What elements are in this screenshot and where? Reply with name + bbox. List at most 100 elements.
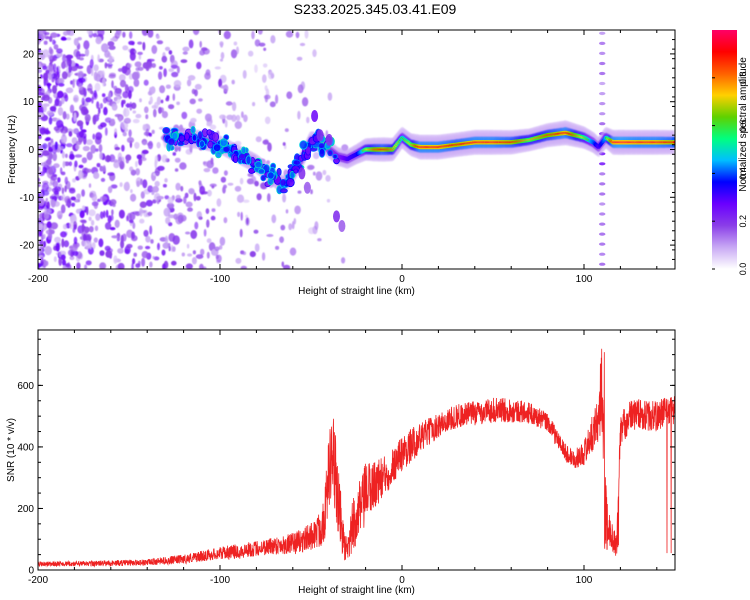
noise-speckle [93,90,97,98]
noise-speckle [153,256,160,261]
spectral-column-dash [599,242,606,246]
noise-speckle [72,178,76,183]
noise-speckle [57,100,63,107]
noise-speckle [174,157,181,163]
noise-speckle [288,223,293,231]
noise-speckle [286,91,293,99]
noise-speckle [164,178,168,183]
noise-speckle [239,177,244,185]
noise-speckle [326,198,331,203]
noise-speckle [42,150,50,157]
noise-speckle [269,101,276,108]
noise-speckle [142,179,148,189]
spectrogram-y-label: Frequency (Hz) [7,115,18,184]
noise-speckle [243,114,248,123]
noise-speckle [65,54,74,59]
noise-speckle [301,97,309,107]
noise-speckle [65,202,72,207]
noise-speckle [64,176,69,185]
noise-speckle [97,124,104,130]
noise-speckle [61,71,68,80]
noise-speckle [149,261,153,268]
noise-speckle [282,142,286,146]
noise-speckle [141,149,149,155]
noise-speckle [240,211,243,221]
cluster-blob [318,147,326,158]
noise-speckle [145,235,151,243]
noise-speckle [120,234,124,244]
noise-speckle [307,164,315,170]
noise-speckle [254,64,258,73]
noise-speckle [61,187,65,195]
noise-speckle [191,88,196,95]
spectral-column-dash [599,192,606,196]
noise-speckle [266,234,274,237]
colorbar-ticks: 0.0 0.2 0.4 0.6 0.8 [712,72,748,275]
noise-speckle [162,242,170,249]
noise-speckle [66,143,73,148]
noise-speckle [141,251,149,259]
noise-speckle [245,214,249,218]
noise-speckle [126,137,135,144]
noise-speckle [114,88,122,97]
noise-speckle [162,263,166,269]
noise-speckle [246,217,249,225]
noise-speckle [54,186,62,193]
noise-speckle [88,226,94,233]
snr-panel: -200 -100 0 100 0 200 400 600 Height of straig… [6,329,676,596]
noise-speckle [81,189,85,197]
noise-speckle [75,144,80,150]
noise-speckle [53,44,59,50]
noise-speckle [165,84,171,89]
y-tick-label: 0 [28,566,34,577]
noise-speckle [164,235,169,244]
noise-speckle [99,262,107,269]
noise-speckle [41,182,50,192]
noise-speckle [69,255,75,261]
noise-speckle [204,72,211,80]
noise-speckle [186,79,192,87]
noise-speckle [282,193,287,203]
noise-speckle [294,205,301,215]
noise-speckle [297,110,301,120]
noise-speckle [101,43,109,53]
noise-speckle [203,229,207,237]
noise-speckle [50,199,56,208]
spectral-column-dash [599,51,606,56]
noise-speckle [88,183,92,188]
noise-speckle [214,246,220,252]
noise-speckle [94,82,101,92]
noise-speckle [199,40,202,48]
noise-speckle [97,54,100,62]
noise-speckle [223,170,228,176]
noise-speckle [98,107,101,114]
noise-speckle [131,262,134,269]
noise-speckle [111,209,114,216]
cluster-blob [162,127,171,135]
noise-speckle [233,41,238,46]
noise-speckle [140,178,143,186]
spectral-column-dash [599,31,606,35]
noise-speckle [83,87,87,97]
noise-speckle [135,168,140,176]
noise-speckle [141,157,147,162]
noise-speckle [61,151,65,159]
noise-speckle [252,102,256,107]
noise-speckle [146,142,153,147]
noise-speckle [165,217,171,225]
spectrogram-image [38,30,675,269]
noise-speckle [129,101,133,111]
noise-speckle [262,139,269,145]
noise-speckle [135,113,142,119]
noise-speckle [105,199,112,205]
noise-speckle [133,78,140,87]
noise-speckle [86,206,89,216]
noise-speckle [172,93,176,101]
noise-speckle [82,233,87,241]
noise-speckle [52,55,58,61]
cluster-blob [276,167,282,176]
noise-speckle [194,221,199,230]
noise-speckle [121,144,125,152]
noise-speckle [297,84,304,94]
noise-speckle [220,52,225,60]
